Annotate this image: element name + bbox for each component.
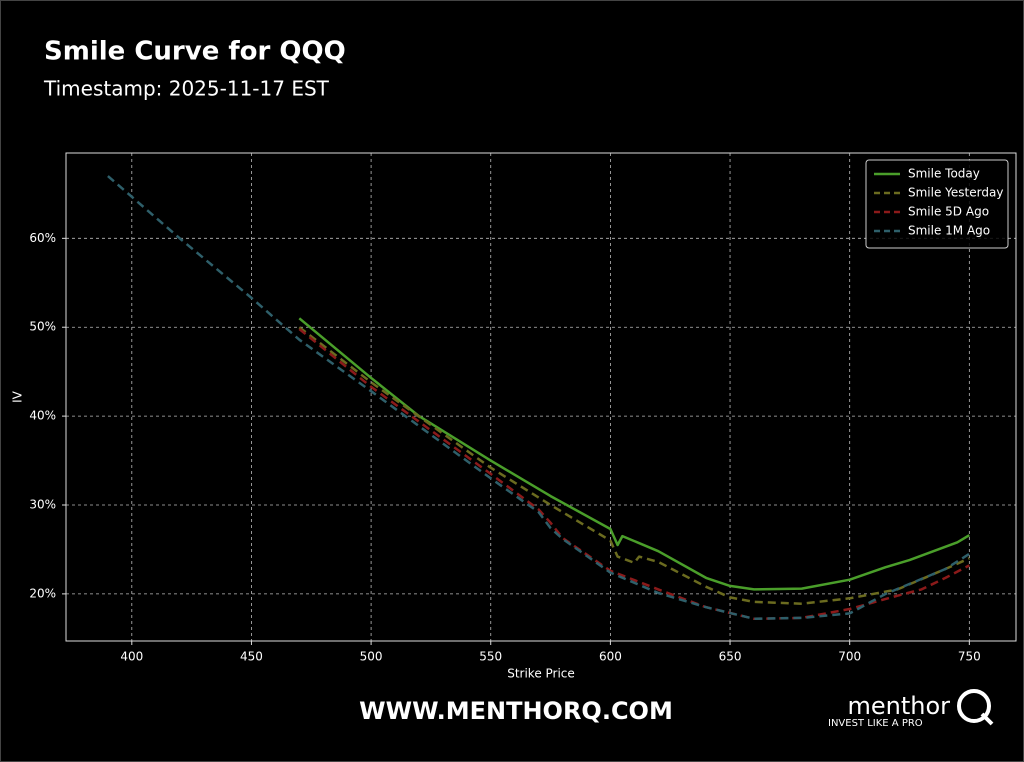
brand-logo-tail: [980, 712, 994, 726]
y-tick-label: 20%: [29, 586, 56, 600]
chart-subtitle: Timestamp: 2025-11-17 EST: [43, 77, 330, 101]
series-line: [298, 326, 970, 605]
series-line: [107, 175, 970, 621]
y-tick-label: 50%: [29, 320, 56, 334]
footer-website: WWW.MENTHORQ.COM: [359, 697, 673, 725]
y-tick-label: 40%: [29, 409, 56, 423]
y-tick-label: 30%: [29, 498, 56, 512]
brand-logo: [957, 689, 991, 723]
x-tick-label: 600: [599, 650, 622, 664]
x-tick-label: 650: [719, 650, 742, 664]
x-tick-label: 550: [479, 650, 502, 664]
chart-title: Smile Curve for QQQ: [44, 37, 346, 67]
x-tick-label: 500: [360, 650, 383, 664]
legend-text: Smile Today: [908, 167, 980, 181]
legend-text: Smile 1M Ago: [908, 224, 990, 238]
legend-text: Smile 5D Ago: [908, 205, 989, 219]
x-tick-label: 750: [958, 650, 981, 664]
footer-tagline: INVEST LIKE A PRO: [828, 718, 923, 729]
series-line: [298, 328, 970, 621]
legend-text: Smile Yesterday: [908, 186, 1003, 200]
x-tick-label: 400: [120, 650, 143, 664]
x-axis-label: Strike Price: [507, 667, 575, 681]
y-axis-label: IV: [11, 390, 25, 403]
plot-frame: [65, 152, 1017, 642]
x-tick-label: 450: [240, 650, 263, 664]
footer-brand: menthor: [847, 692, 950, 720]
y-tick-label: 60%: [29, 231, 56, 245]
series-line: [298, 317, 970, 591]
x-tick-label: 700: [838, 650, 861, 664]
legend-box: [865, 159, 1009, 249]
